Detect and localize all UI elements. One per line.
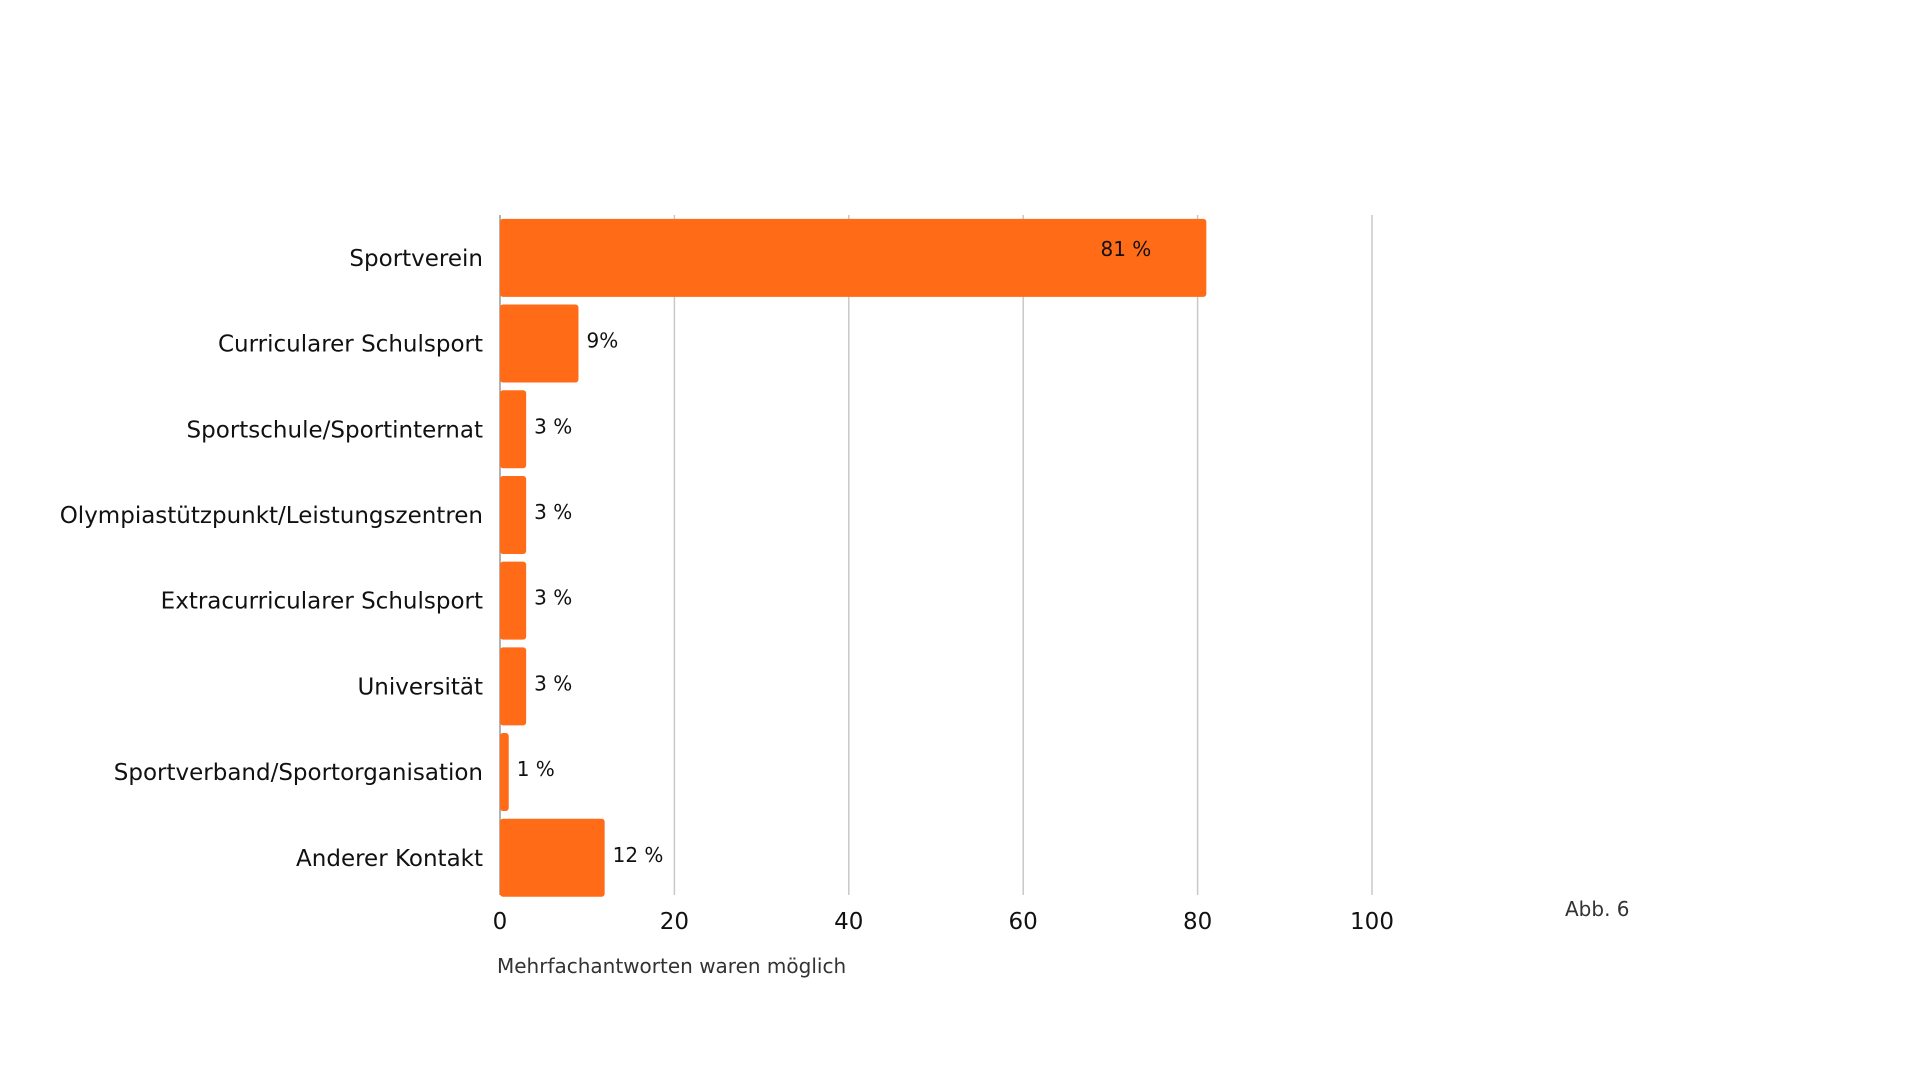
bar (500, 647, 527, 726)
category-labels: Sportverein Curricularer Schulsport Sports… (60, 246, 483, 872)
category-label: Curricularer Schulsport (218, 332, 483, 358)
bars (500, 218, 1207, 897)
value-label: 81 % (1101, 237, 1152, 261)
grid-lines (499, 215, 1373, 895)
x-axis-tick-labels: 0 20 40 60 80 100 (493, 909, 1394, 935)
category-label: Anderer Kontakt (296, 846, 483, 872)
category-label: Olympiastützpunkt/Leistungszentren (60, 503, 483, 529)
value-label: 3 % (534, 414, 572, 438)
bar (500, 304, 579, 383)
value-label: 1 % (517, 757, 555, 781)
x-tick-label: 80 (1183, 909, 1212, 935)
value-label: 9% (586, 329, 618, 353)
value-label: 3 % (534, 671, 572, 695)
x-tick-label: 100 (1350, 909, 1394, 935)
value-labels: 81 % 9% 3 % 3 % 3 % 3 % 1 % 12 % (517, 237, 1152, 867)
bar (500, 561, 527, 640)
value-label: 12 % (613, 843, 664, 867)
bar (500, 475, 527, 554)
value-label: 3 % (534, 500, 572, 524)
bar (500, 218, 1207, 297)
x-tick-label: 40 (834, 909, 863, 935)
x-tick-label: 0 (493, 909, 508, 935)
category-label: Universität (357, 674, 483, 700)
bar (500, 818, 605, 897)
category-label: Sportverband/Sportorganisation (114, 760, 483, 786)
category-label: Sportschule/Sportinternat (187, 417, 483, 443)
category-label: Extracurricularer Schulsport (161, 589, 483, 615)
bar (500, 733, 509, 812)
figure-label: Abb. 6 (1565, 897, 1630, 921)
bar (500, 390, 527, 469)
x-tick-label: 60 (1009, 909, 1038, 935)
category-label: Sportverein (349, 246, 483, 272)
x-tick-label: 20 (660, 909, 689, 935)
multiple-answers-note: Mehrfachantworten waren möglich (497, 954, 846, 978)
value-label: 3 % (534, 586, 572, 610)
